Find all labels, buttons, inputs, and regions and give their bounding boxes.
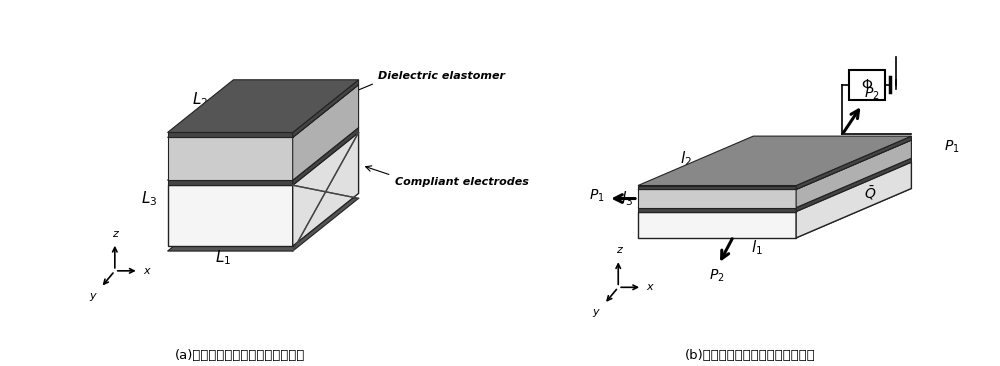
Polygon shape <box>293 85 359 180</box>
Polygon shape <box>168 138 293 180</box>
Text: $l_1$: $l_1$ <box>751 238 763 257</box>
Text: Dielectric elastomer: Dielectric elastomer <box>378 71 505 82</box>
Polygon shape <box>168 185 293 246</box>
Bar <box>849 70 885 100</box>
Text: $L_1$: $L_1$ <box>215 248 232 267</box>
Text: $\Phi$: $\Phi$ <box>861 78 873 92</box>
Text: $P_1$: $P_1$ <box>589 188 605 204</box>
Text: $P_2$: $P_2$ <box>709 268 725 284</box>
Text: $z$: $z$ <box>112 229 121 239</box>
Polygon shape <box>638 190 796 208</box>
Text: $x$: $x$ <box>646 282 655 292</box>
Polygon shape <box>168 80 359 132</box>
Polygon shape <box>796 162 911 238</box>
Polygon shape <box>796 140 911 208</box>
Text: $y$: $y$ <box>89 291 98 303</box>
Text: $\bar{Q}$: $\bar{Q}$ <box>864 184 876 202</box>
Polygon shape <box>168 180 293 185</box>
Text: $x$: $x$ <box>143 266 152 276</box>
Polygon shape <box>796 136 911 190</box>
Polygon shape <box>293 132 359 246</box>
Text: $L_3$: $L_3$ <box>141 189 158 208</box>
Polygon shape <box>638 188 911 238</box>
Polygon shape <box>168 198 359 251</box>
Polygon shape <box>638 136 911 186</box>
Polygon shape <box>796 158 911 212</box>
Text: (b)介电弹性体执行器变形后的状态: (b)介电弹性体执行器变形后的状态 <box>685 349 815 362</box>
Text: (a)介电弹性体执行器变形前的状态: (a)介电弹性体执行器变形前的状态 <box>175 349 305 362</box>
Polygon shape <box>293 80 359 138</box>
Text: $L_2$: $L_2$ <box>192 90 209 109</box>
Polygon shape <box>638 158 911 208</box>
Polygon shape <box>638 140 911 190</box>
Text: $l_3$: $l_3$ <box>621 189 633 208</box>
Polygon shape <box>168 128 359 180</box>
Polygon shape <box>638 186 796 190</box>
Polygon shape <box>638 208 796 212</box>
Polygon shape <box>293 128 359 185</box>
Text: $l_2$: $l_2$ <box>680 149 692 168</box>
Text: Compliant electrodes: Compliant electrodes <box>395 177 529 187</box>
Polygon shape <box>638 212 796 238</box>
Text: $P_2$: $P_2$ <box>864 85 879 101</box>
Text: $y$: $y$ <box>592 307 601 320</box>
Polygon shape <box>168 132 293 138</box>
Text: $z$: $z$ <box>616 245 624 255</box>
Text: $P_1$: $P_1$ <box>944 138 960 155</box>
Polygon shape <box>168 85 359 138</box>
